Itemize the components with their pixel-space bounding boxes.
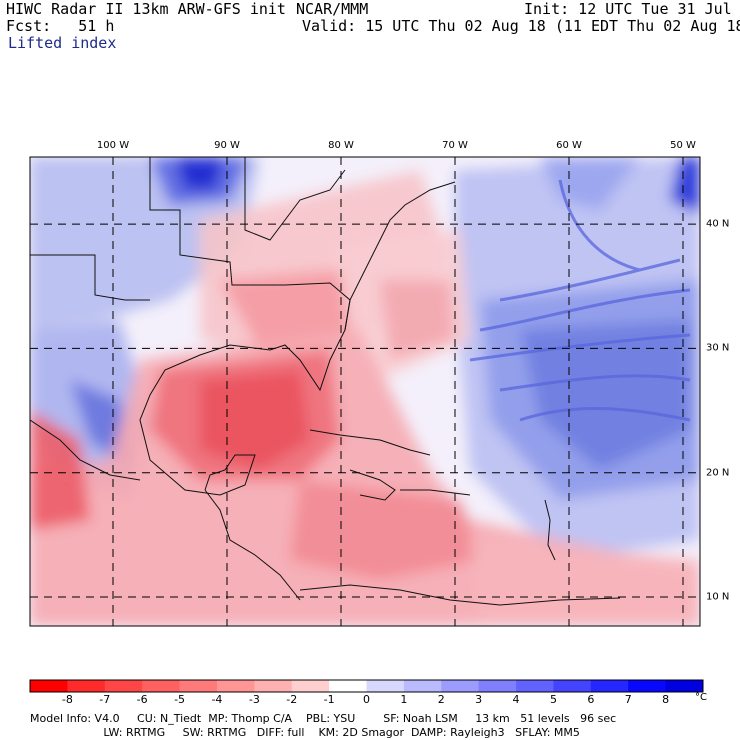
colorbar-tick-label: -7 bbox=[99, 693, 111, 706]
longitude-label: 70 W bbox=[442, 140, 468, 151]
valid-time: Valid: 15 UTC Thu 02 Aug 18 (11 EDT Thu … bbox=[302, 17, 740, 35]
colorbar-tick-label: 3 bbox=[475, 693, 483, 706]
longitude-label: 100 W bbox=[96, 140, 130, 151]
colorbar-swatch bbox=[254, 680, 293, 692]
organization: NCAR/MMM bbox=[296, 0, 369, 18]
colorbar-tick-label: 4 bbox=[512, 693, 520, 706]
init-time: Init: 12 UTC Tue 31 Jul 18 bbox=[524, 0, 740, 18]
colorbar-swatch bbox=[553, 680, 592, 692]
colorbar-tick-label: 2 bbox=[437, 693, 445, 706]
model-info-line1: Model Info: V4.0 CU: N_Tiedt MP: Thomp C… bbox=[30, 712, 617, 725]
colorbar-tick-label: -1 bbox=[323, 693, 335, 706]
forecast-hour: Fcst: 51 h bbox=[6, 17, 115, 35]
colorbar-swatch bbox=[478, 680, 517, 692]
colorbar-tick-label: -2 bbox=[286, 693, 298, 706]
colorbar-swatch bbox=[366, 680, 405, 692]
colorbar-tick-label: 8 bbox=[662, 693, 670, 706]
colorbar-tick-label: -6 bbox=[136, 693, 148, 706]
colorbar-tick-label: -8 bbox=[61, 693, 73, 706]
latitude-label: 40 N bbox=[706, 218, 730, 230]
field-name: Lifted index bbox=[8, 34, 117, 52]
longitude-label: 80 W bbox=[328, 140, 354, 151]
latitude-label: 20 N bbox=[706, 467, 730, 479]
colorbar-swatch bbox=[179, 680, 218, 692]
longitude-label: 60 W bbox=[556, 140, 582, 151]
coastlines bbox=[30, 157, 621, 606]
colorbar-tick-label: -5 bbox=[174, 693, 186, 706]
colorbar-swatch bbox=[216, 680, 255, 692]
field-shading bbox=[30, 157, 700, 626]
colorbar-swatch bbox=[142, 680, 181, 692]
colorbar-tick-label: 5 bbox=[549, 693, 557, 706]
colorbar-swatch bbox=[291, 680, 330, 692]
latitude-label: 10 N bbox=[706, 591, 730, 603]
colorbar-swatch bbox=[104, 680, 143, 692]
colorbar-swatch bbox=[441, 680, 480, 692]
model-title: HIWC Radar II 13km ARW-GFS init bbox=[6, 0, 286, 18]
colorbar-tick-label: 0 bbox=[363, 693, 370, 706]
colorbar-swatch bbox=[516, 680, 554, 692]
model-info-line2: LW: RRTMG SW: RRTMG DIFF: full KM: 2D Sm… bbox=[30, 726, 580, 739]
colorbar-tick-label: -4 bbox=[211, 693, 223, 706]
colorbar-swatch bbox=[403, 680, 442, 692]
latitude-label: 30 N bbox=[706, 342, 730, 354]
map-frame bbox=[29, 156, 701, 627]
colorbar-swatch bbox=[67, 680, 106, 692]
colorbar-tick-label: 1 bbox=[400, 693, 408, 706]
longitude-label: 90 W bbox=[214, 140, 240, 151]
atlantic-streaks bbox=[469, 179, 691, 422]
longitude-label: 50 W bbox=[670, 140, 696, 151]
colorbar-tick-label: 6 bbox=[587, 693, 595, 706]
colorbar-swatch bbox=[30, 680, 68, 692]
colorbar-frame bbox=[29, 679, 704, 693]
colorbar-swatch bbox=[665, 680, 704, 692]
colorbar-unit: °C bbox=[695, 692, 707, 703]
colorbar-swatch bbox=[590, 680, 629, 692]
colorbar-swatch bbox=[628, 680, 667, 692]
colorbar-tick-label: 7 bbox=[624, 693, 632, 706]
colorbar-swatch bbox=[329, 680, 367, 692]
colorbar-tick-label: -3 bbox=[248, 693, 260, 706]
